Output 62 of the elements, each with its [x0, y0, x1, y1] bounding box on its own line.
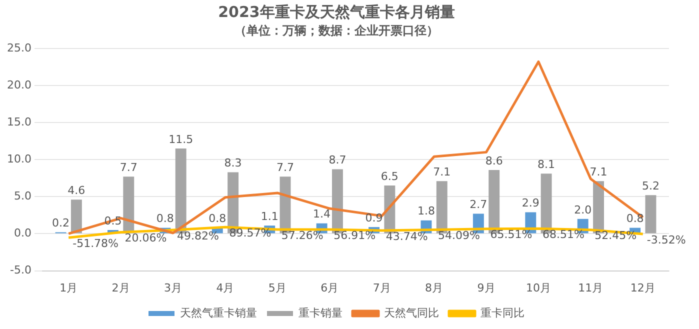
data-label: 8.7: [328, 154, 346, 167]
y-tick-label: 15.0: [6, 115, 32, 128]
data-label: 8.1: [538, 158, 556, 172]
data-label: 1.1: [260, 210, 278, 223]
y-tick-label: 25.0: [6, 41, 32, 54]
data-label: 57.26%: [281, 228, 324, 242]
data-label: 1.4: [313, 208, 331, 221]
x-tick-label: 2月: [112, 281, 130, 294]
data-label: 6.5: [380, 170, 398, 183]
data-label: 0.8: [156, 212, 174, 226]
y-tick-label: 5.0: [14, 190, 32, 203]
legend-label: 重卡同比: [480, 306, 524, 320]
data-label: -51.78%: [72, 236, 119, 250]
data-label: 7.7: [276, 161, 294, 174]
x-tick-label: 8月: [425, 281, 444, 294]
data-label: 5.2: [642, 180, 660, 193]
data-label: 7.1: [590, 165, 608, 178]
x-tick-label: 1月: [60, 281, 78, 294]
x-tick-label: 5月: [268, 281, 286, 294]
legend-label: 天然气同比: [384, 306, 439, 320]
data-label: 7.7: [120, 161, 138, 174]
x-tick-label: 10月: [526, 281, 551, 294]
legend-label: 重卡销量: [298, 306, 342, 320]
data-label: 8.6: [485, 154, 503, 168]
data-label: 89.57%: [229, 226, 272, 240]
data-label: 11.5: [168, 132, 194, 146]
y-tick-label: -5.0: [10, 264, 32, 277]
x-tick-label: 12月: [630, 281, 656, 294]
x-tick-label: 4月: [216, 281, 234, 294]
x-tick-label: 11月: [578, 281, 604, 294]
data-label: 68.51%: [542, 228, 584, 242]
data-label: 2.9: [522, 196, 540, 210]
data-label: -3.52%: [646, 233, 686, 246]
data-label: 7.1: [433, 165, 451, 178]
data-label: 1.8: [417, 204, 435, 218]
bar: [645, 195, 656, 234]
chart-title: 2023年重卡及天然气重卡各月销量: [218, 2, 455, 21]
data-label: 4.6: [68, 184, 86, 197]
data-label: 0.8: [626, 212, 644, 226]
data-label: 20.06%: [124, 232, 167, 245]
data-label: 54.09%: [438, 229, 480, 242]
chart-subtitle: （单位：万辆；数据：企业开票口径）: [234, 23, 438, 38]
data-label: 8.3: [224, 156, 242, 170]
data-label: 43.74%: [386, 230, 428, 243]
y-tick-label: 10.0: [6, 152, 32, 166]
data-label: 49.82%: [177, 229, 219, 242]
legend-label: 天然气重卡销量: [180, 306, 257, 320]
data-label: 0.2: [52, 216, 70, 230]
x-tick-label: 9月: [477, 281, 496, 294]
y-tick-label: 20.0: [6, 78, 32, 92]
data-label: 56.91%: [334, 228, 376, 242]
data-label: 2.0: [574, 203, 592, 216]
bar: [70, 200, 82, 234]
y-tick-label: 0.0: [14, 226, 32, 240]
x-tick-label: 3月: [164, 281, 182, 294]
data-label: 2.7: [470, 198, 488, 212]
x-tick-label: 7月: [372, 281, 391, 294]
data-label: 65.51%: [490, 228, 532, 242]
data-label: 52.45%: [594, 229, 637, 242]
data-label: 0.8: [208, 212, 226, 226]
bar: [123, 176, 134, 234]
x-tick-label: 6月: [320, 281, 339, 294]
